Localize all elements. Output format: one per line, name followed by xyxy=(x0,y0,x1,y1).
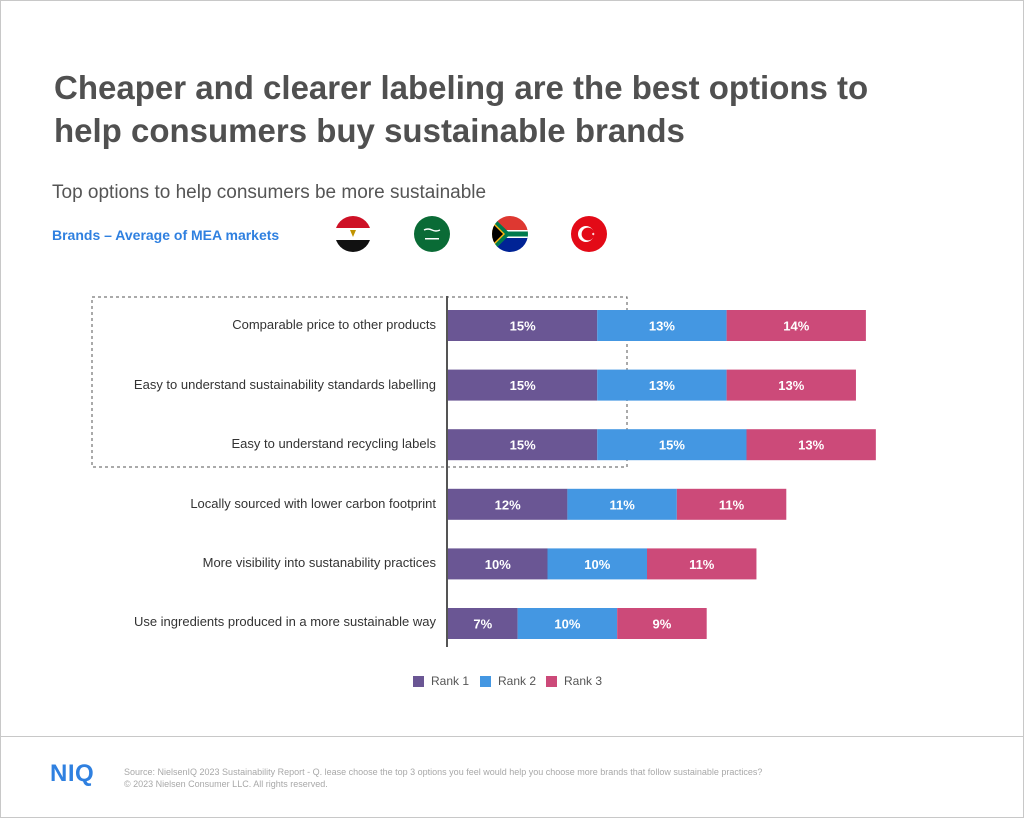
category-label: More visibility into sustanability pract… xyxy=(202,555,436,570)
legend-label: Rank 1 xyxy=(431,674,470,688)
legend-item-rank-1: Rank 1 xyxy=(413,674,469,688)
title-line-1: Cheaper and clearer labeling are the bes… xyxy=(54,69,869,106)
copyright-line: © 2023 Nielsen Consumer LLC. All rights … xyxy=(124,779,328,789)
page-title: Cheaper and clearer labeling are the bes… xyxy=(54,66,994,152)
south-africa-flag-icon xyxy=(492,216,528,252)
niq-logo: NIQ xyxy=(50,760,95,787)
egypt-flag-icon xyxy=(335,216,371,252)
legend-swatch xyxy=(546,675,557,687)
category-label: Easy to understand sustainability standa… xyxy=(133,377,436,392)
legend-label: Rank 2 xyxy=(498,674,537,688)
chart-subtitle: Top options to help consumers be more su… xyxy=(52,182,487,203)
legend-label: Rank 3 xyxy=(564,674,603,688)
legend-swatch xyxy=(480,675,491,687)
legend-item-rank-2: Rank 2 xyxy=(480,674,536,688)
category-label: Comparable price to other products xyxy=(232,317,436,332)
category-label: Locally sourced with lower carbon footpr… xyxy=(190,496,436,511)
title-line-2: help consumers buy sustainable brands xyxy=(54,112,685,149)
category-label: Easy to understand recycling labels xyxy=(231,436,436,451)
saudi-arabia-flag-icon xyxy=(414,216,450,252)
category-label: Use ingredients produced in a more susta… xyxy=(133,614,436,629)
turkey-flag-icon xyxy=(571,216,607,252)
legend-swatch xyxy=(413,675,424,687)
footer-divider xyxy=(1,736,1023,737)
market-label: Brands – Average of MEA markets xyxy=(52,227,280,243)
source-note: Source: NielsenIQ 2023 Sustainability Re… xyxy=(124,766,762,790)
legend-item-rank-3: Rank 3 xyxy=(546,674,602,688)
source-line: Source: NielsenIQ 2023 Sustainability Re… xyxy=(124,767,763,777)
